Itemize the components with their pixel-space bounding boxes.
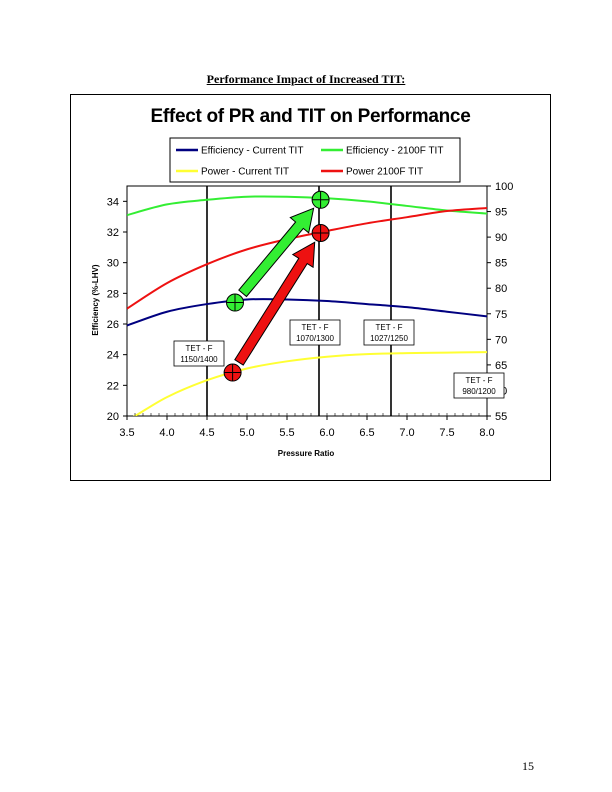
- y2-tick-label: 55: [495, 411, 507, 423]
- tet-annotation-value: 1150/1400: [180, 355, 218, 364]
- y2-tick-label: 90: [495, 232, 507, 244]
- y2-tick-label: 100: [495, 181, 513, 193]
- series-line-0: [127, 298, 487, 327]
- improvement-arrow-0: [226, 190, 330, 312]
- arrow-shape: [238, 207, 315, 298]
- y2-tick-label: 70: [495, 334, 507, 346]
- x-tick-label: 4.0: [159, 427, 174, 439]
- tet-annotation: TET - F 1027/1250: [363, 319, 415, 346]
- tet-annotation: TET - F 1150/1400: [173, 340, 225, 367]
- tet-annotation: TET - F 980/1200: [453, 372, 505, 399]
- arrow-shape: [234, 241, 316, 366]
- series-line-1: [127, 195, 487, 217]
- legend-label-3: Power 2100F TIT: [346, 167, 423, 178]
- improvement-arrow-1: [223, 224, 330, 382]
- x-tick-label: 8.0: [479, 427, 494, 439]
- x-tick-label: 7.0: [399, 427, 414, 439]
- y-tick-label: 26: [107, 319, 119, 331]
- y-axis-label: Efficiency (%-LHV): [91, 264, 100, 335]
- y-tick-label: 20: [107, 411, 119, 423]
- y-tick-label: 32: [107, 227, 119, 239]
- tet-annotation-box: [363, 319, 415, 346]
- tet-annotation-label: TET - F: [466, 376, 493, 385]
- y2-tick-label: 80: [495, 283, 507, 295]
- y2-tick-label: 85: [495, 258, 507, 270]
- tet-annotation-box: [173, 340, 225, 367]
- y-tick-label: 34: [107, 196, 119, 208]
- y2-tick-label: 75: [495, 309, 507, 321]
- legend-label-0: Efficiency - Current TIT: [201, 146, 303, 157]
- page-heading: Performance Impact of Increased TIT:: [206, 72, 406, 86]
- legend-box: [169, 137, 461, 183]
- y2-tick-label: 95: [495, 207, 507, 219]
- tet-annotation-box: [289, 319, 341, 346]
- chart-title: Effect of PR and TIT on Performance: [150, 106, 471, 127]
- y-tick-label: 30: [107, 258, 119, 270]
- tet-annotation-value: 1027/1250: [370, 334, 408, 343]
- x-tick-label: 5.5: [279, 427, 294, 439]
- tet-annotation-value: 980/1200: [462, 387, 496, 396]
- series-line-3: [127, 206, 487, 310]
- x-tick-label: 5.0: [239, 427, 254, 439]
- x-tick-label: 3.5: [119, 427, 134, 439]
- y-tick-label: 28: [107, 288, 119, 300]
- tet-annotation-value: 1070/1300: [296, 334, 334, 343]
- x-axis-label: Pressure Ratio: [278, 449, 335, 458]
- tet-annotation-label: TET - F: [186, 344, 213, 353]
- tet-annotation-label: TET - F: [376, 323, 403, 332]
- y-tick-label: 24: [107, 350, 119, 362]
- x-tick-label: 6.0: [319, 427, 334, 439]
- legend-label-2: Power - Current TIT: [201, 167, 289, 178]
- legend-label-1: Efficiency - 2100F TIT: [346, 146, 443, 157]
- x-tick-label: 7.5: [439, 427, 454, 439]
- page-number: 15: [522, 759, 534, 773]
- tet-annotation: TET - F 1070/1300: [289, 319, 341, 346]
- series-line-2: [132, 351, 487, 416]
- x-tick-label: 6.5: [359, 427, 374, 439]
- y2-tick-label: 65: [495, 360, 507, 372]
- x-tick-label: 4.5: [199, 427, 214, 439]
- tet-annotation-box: [453, 372, 505, 399]
- tet-annotation-label: TET - F: [302, 323, 329, 332]
- y-tick-label: 22: [107, 380, 119, 392]
